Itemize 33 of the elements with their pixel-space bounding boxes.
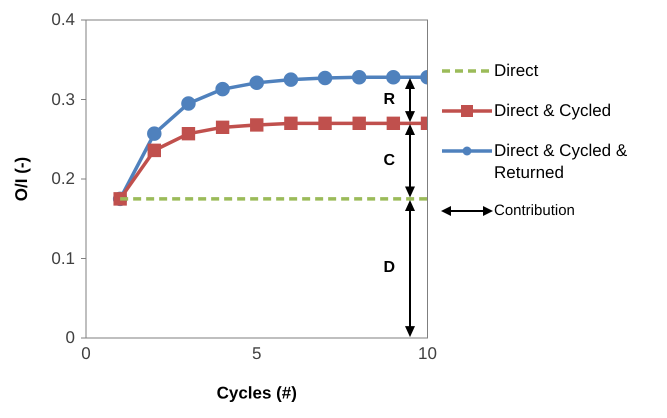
y-tick-label: 0.4 <box>51 10 75 30</box>
y-tick-label: 0 <box>66 328 75 348</box>
y-axis-title: O/I (-) <box>12 156 31 202</box>
legend-label: Direct & Cycled <box>494 100 612 122</box>
y-tick-label: 0.1 <box>51 248 75 268</box>
x-tick-label: 5 <box>252 344 262 364</box>
point <box>182 126 196 140</box>
point <box>147 126 162 141</box>
annotation: D <box>384 258 396 278</box>
text: Contribution <box>494 202 575 219</box>
point <box>216 120 230 134</box>
point <box>250 118 264 132</box>
point <box>318 70 332 86</box>
point <box>318 116 332 130</box>
y-tick-label: 0.2 <box>51 169 75 189</box>
point <box>284 72 298 87</box>
point <box>148 144 161 158</box>
point <box>181 96 196 111</box>
legend-label: Direct & Cycled & Returned <box>494 140 628 184</box>
point <box>284 116 298 130</box>
point <box>352 70 366 84</box>
point <box>352 116 366 130</box>
x-tick-label: 10 <box>418 344 437 364</box>
annotation: C <box>384 151 396 172</box>
point <box>250 76 264 90</box>
y-tick-label: 0.3 <box>51 90 75 110</box>
point <box>215 82 230 96</box>
x-axis-title: Cycles (#) <box>216 383 297 402</box>
x-tick-label: 0 <box>81 344 91 364</box>
annotation: R <box>384 90 396 110</box>
point <box>386 70 401 84</box>
point <box>386 116 400 130</box>
legend-label: Direct <box>494 60 538 82</box>
